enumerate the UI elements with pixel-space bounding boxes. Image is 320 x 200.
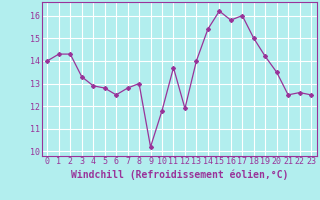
X-axis label: Windchill (Refroidissement éolien,°C): Windchill (Refroidissement éolien,°C) bbox=[70, 169, 288, 180]
